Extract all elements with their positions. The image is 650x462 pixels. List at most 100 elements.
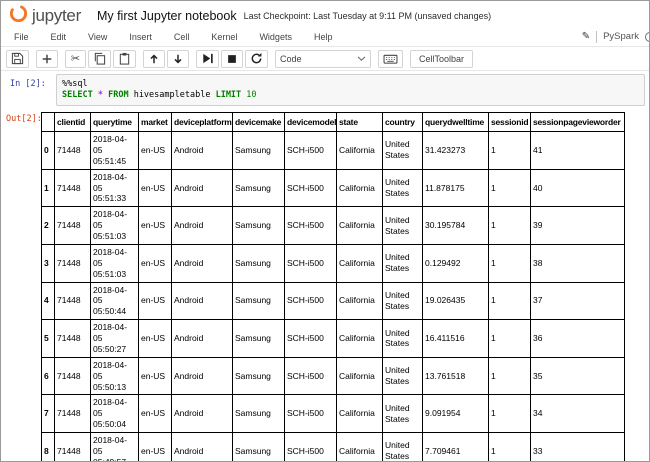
cell-type-dropdown[interactable]: Code [275,49,371,68]
code-editor[interactable]: %%sql SELECT * FROM hivesampletable LIMI… [56,74,645,106]
save-icon [11,52,24,65]
table-cell: United States [382,394,423,433]
column-header: querytime [90,112,139,132]
celltoolbar-button[interactable]: CellToolbar [410,49,474,68]
row-index: 5 [41,319,55,358]
move-cell-up-button[interactable] [143,49,165,68]
menu-item-edit[interactable]: Edit [50,31,67,42]
table-cell: 71448 [54,206,91,245]
table-cell: Android [171,131,233,170]
copy-cells-button[interactable] [88,49,111,68]
table-cell: Android [171,243,233,283]
command-palette-button[interactable] [378,49,403,68]
table-cell: 2018-04-05 05:50:27 [90,319,139,358]
column-header: country [382,112,423,132]
result-table: clientid querytime market deviceplatform dev… [41,112,625,461]
code-token: SELECT [62,90,93,100]
table-cell: Samsung [232,206,285,245]
menu-item-kernel[interactable]: Kernel [211,31,238,42]
table-cell: 1 [488,243,531,283]
table-cell: United States [382,356,423,396]
table-cell: SCH-i500 [284,319,337,358]
jupyter-logo[interactable]: jupyter [8,3,81,29]
row-index: 3 [41,243,55,283]
column-header: clientid [54,112,91,132]
row-index: 7 [41,394,55,433]
table-row: 5 71448 2018-04-05 05:50:27 en-US Android Sam… [41,319,625,358]
table-cell: Android [171,206,233,245]
table-cell: United States [382,281,423,321]
jupyter-logo-icon [8,3,29,29]
table-cell: 1 [488,206,531,245]
table-row: 2 71448 2018-04-05 05:51:03 en-US Android Sam… [41,206,625,245]
menu-item-help[interactable]: Help [313,31,333,42]
table-row: 8 71448 2018-04-05 05:49:57 en-US Android Sam… [41,432,625,461]
code-token: %%sql [62,79,88,89]
restart-kernel-button[interactable] [245,49,268,68]
output-area: Out[2]: clientid querytime market devicepla… [3,112,649,461]
copy-icon [93,52,106,65]
table-row: 4 71448 2018-04-05 05:50:44 en-US Android Sam… [41,281,625,321]
table-cell: SCH-i500 [284,168,337,208]
notebook-area: In [2]: %%sql SELECT * FROM hivesampleta… [1,71,649,461]
run-cell-button[interactable] [196,49,219,68]
table-cell: 1 [488,394,531,433]
row-index: 0 [41,131,55,170]
output-content: clientid querytime market deviceplatform dev… [41,112,649,461]
table-cell: SCH-i500 [284,206,337,245]
table-cell: 1 [488,432,531,461]
cut-cell-button[interactable]: ✂ [65,49,86,68]
code-cell: In [2]: %%sql SELECT * FROM hivesampleta… [3,74,645,106]
menu-item-file[interactable]: File [14,31,29,42]
jupyter-logo-text: jupyter [32,5,81,25]
add-cell-button[interactable] [36,49,58,68]
table-cell: California [336,319,383,358]
table-cell: en-US [138,394,172,433]
table-cell: SCH-i500 [284,432,337,461]
code-token: 10 [246,90,257,100]
table-cell: Android [171,319,233,358]
arrow-down-icon [172,53,184,65]
menu-item-insert[interactable]: Insert [129,31,152,42]
menu-item-view[interactable]: View [88,31,108,42]
table-cell: 1 [488,356,531,396]
move-cell-down-button[interactable] [167,49,189,68]
table-cell: Samsung [232,394,285,433]
table-cell: United States [382,432,423,461]
save-button[interactable] [6,49,29,68]
column-header: devicemodel [284,112,337,132]
keyboard-icon [383,53,398,65]
table-cell: 31.423273 [422,131,489,170]
row-index: 4 [41,281,55,321]
menu-item-widgets[interactable]: Widgets [259,31,292,42]
table-cell: en-US [138,432,172,461]
table-cell: SCH-i500 [284,243,337,283]
table-cell: Samsung [232,319,285,358]
row-index: 8 [41,432,55,461]
table-cell: California [336,243,383,283]
menu-item-cell[interactable]: Cell [173,31,190,42]
table-cell: Samsung [232,131,285,170]
table-cell: California [336,281,383,321]
scissors-icon: ✂ [70,52,81,65]
table-cell: 2018-04-05 05:50:13 [90,356,139,396]
table-cell: 71448 [54,319,91,358]
notebook-title[interactable]: My first Jupyter notebook [96,8,237,23]
table-cell: 2018-04-05 05:51:03 [90,243,139,283]
table-cell: California [336,432,383,461]
table-cell: 13.761518 [422,356,489,396]
kernel-idle-icon [645,31,649,42]
row-index: 6 [41,356,55,396]
paste-cells-button[interactable] [113,49,136,68]
restart-icon [250,52,263,65]
table-cell: United States [382,168,423,208]
interrupt-kernel-button[interactable] [221,49,243,68]
table-cell: 39 [530,206,625,245]
header-bar: jupyter My first Jupyter notebook Last C… [1,1,649,27]
table-cell: SCH-i500 [284,394,337,433]
table-cell: California [336,131,383,170]
table-cell: 1 [488,281,531,321]
table-row: 6 71448 2018-04-05 05:50:13 en-US Android Sam… [41,356,625,396]
table-cell: 2018-04-05 05:51:03 [90,206,139,245]
